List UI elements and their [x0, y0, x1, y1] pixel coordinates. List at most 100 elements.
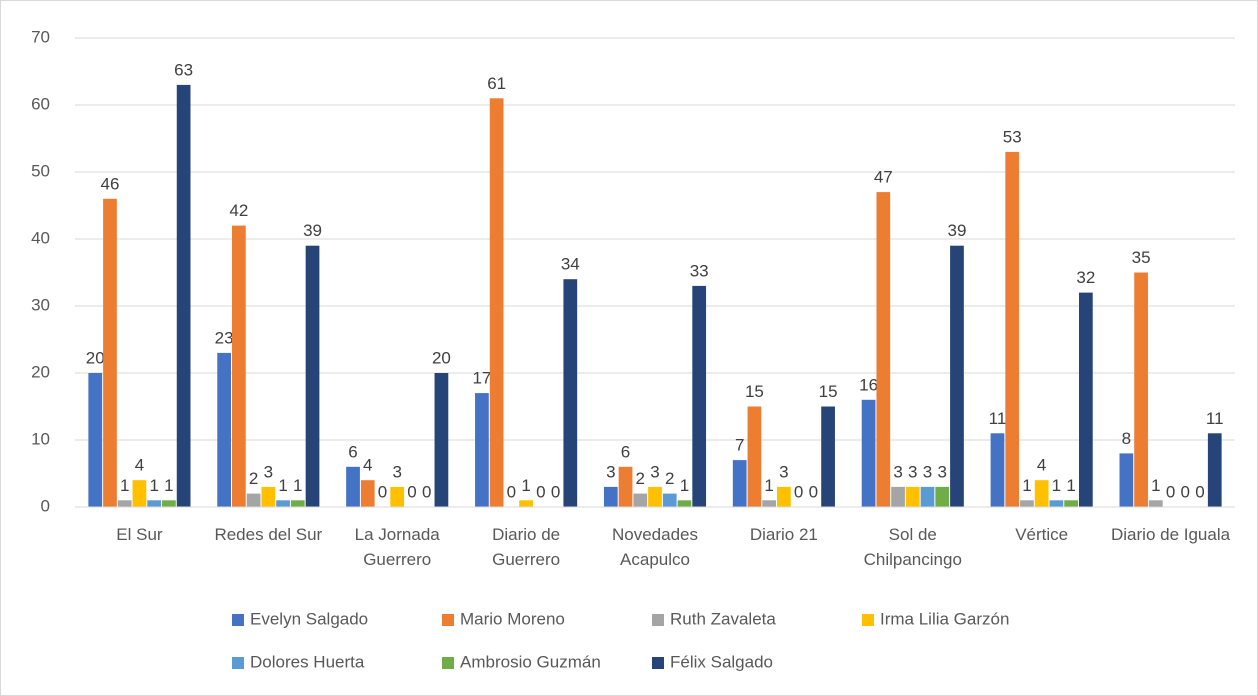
bar — [147, 500, 162, 507]
data-label: 39 — [948, 221, 967, 240]
data-label: 3 — [893, 462, 902, 481]
data-label: 0 — [378, 482, 387, 501]
legend-label: Félix Salgado — [670, 652, 773, 671]
bar — [132, 480, 147, 507]
bar — [1207, 433, 1222, 507]
bar — [1049, 500, 1064, 507]
legend-label: Irma Lilia Garzón — [880, 609, 1009, 628]
bar — [290, 500, 305, 507]
data-label: 3 — [908, 462, 917, 481]
data-label: 1 — [521, 476, 530, 495]
x-tick-label: Redes del Sur — [214, 525, 323, 544]
data-label: 1 — [1022, 476, 1031, 495]
data-label: 0 — [551, 482, 560, 501]
x-tick-label: La Jornada Guerrero — [354, 525, 440, 569]
bar — [475, 393, 489, 507]
data-label: 1 — [164, 476, 173, 495]
x-tick-label: Sol de Chilpancingo — [863, 525, 962, 569]
bar — [162, 500, 176, 507]
data-label: 3 — [938, 462, 947, 481]
data-label: 3 — [606, 462, 615, 481]
data-label: 20 — [86, 348, 105, 367]
data-label: 0 — [536, 482, 545, 501]
legend-label: Ruth Zavaleta — [670, 609, 776, 628]
data-label: 20 — [432, 348, 451, 367]
bar — [276, 500, 290, 507]
x-tick-label: El Sur — [116, 525, 163, 544]
data-label: 34 — [561, 255, 580, 274]
bar — [1148, 500, 1163, 507]
legend-label: Dolores Huerta — [250, 652, 365, 671]
bar — [1034, 480, 1049, 507]
data-label: 4 — [1037, 456, 1046, 475]
data-label: 4 — [135, 456, 144, 475]
x-tick-label: Diario de Guerrero — [492, 525, 561, 569]
bar — [762, 500, 777, 507]
data-label: 11 — [989, 409, 1007, 428]
legend-swatch — [652, 614, 664, 626]
data-label: 1 — [120, 476, 129, 495]
bar — [633, 493, 648, 507]
bar — [677, 500, 692, 507]
y-tick-label: 30 — [31, 295, 50, 314]
data-label: 3 — [264, 462, 273, 481]
data-label: 16 — [859, 375, 878, 394]
bar — [1119, 453, 1134, 507]
legend-swatch — [232, 614, 244, 626]
data-label: 53 — [1003, 127, 1022, 146]
data-label: 2 — [636, 469, 645, 488]
x-tick-label: Vértice — [1015, 525, 1069, 544]
data-label: 6 — [348, 442, 357, 461]
bar — [1078, 292, 1093, 507]
data-label: 23 — [215, 328, 234, 347]
bar — [88, 373, 103, 507]
bar — [648, 486, 662, 507]
bar — [434, 373, 449, 507]
bar — [360, 480, 375, 507]
data-label: 3 — [392, 462, 401, 481]
bar — [821, 406, 835, 507]
bar — [950, 245, 964, 507]
data-label: 4 — [363, 456, 372, 475]
bar — [1020, 500, 1034, 507]
bar — [246, 493, 261, 507]
data-label: 15 — [819, 382, 838, 401]
y-tick-label: 0 — [41, 496, 50, 515]
bar — [117, 500, 132, 507]
x-tick-label: Diario 21 — [749, 525, 818, 544]
data-label: 0 — [422, 482, 431, 501]
bar — [489, 98, 504, 508]
data-label: 11 — [1206, 409, 1224, 428]
data-label: 3 — [779, 462, 788, 481]
data-label: 33 — [690, 261, 709, 280]
y-tick-label: 70 — [31, 27, 50, 46]
bar — [603, 486, 618, 507]
y-tick-label: 60 — [31, 94, 50, 113]
data-label: 63 — [174, 60, 193, 79]
bar — [662, 493, 677, 507]
bar — [935, 486, 950, 507]
y-tick-label: 50 — [31, 161, 50, 180]
data-label: 15 — [745, 382, 764, 401]
data-label: 1 — [680, 476, 689, 495]
data-label: 0 — [507, 482, 516, 501]
data-label: 1 — [764, 476, 773, 495]
bar — [217, 352, 232, 507]
data-label: 3 — [650, 462, 659, 481]
x-tick-label: Diario de Iguala — [1111, 525, 1231, 544]
data-label: 32 — [1076, 268, 1095, 287]
bar — [519, 500, 533, 507]
bar — [905, 486, 920, 507]
bar — [305, 245, 320, 507]
bar — [747, 406, 762, 507]
data-label: 46 — [101, 174, 120, 193]
bar — [876, 192, 891, 507]
data-label: 1 — [149, 476, 158, 495]
data-label: 0 — [809, 482, 818, 501]
data-label: 1 — [1151, 476, 1160, 495]
bar — [176, 84, 191, 508]
y-tick-label: 20 — [31, 362, 50, 381]
